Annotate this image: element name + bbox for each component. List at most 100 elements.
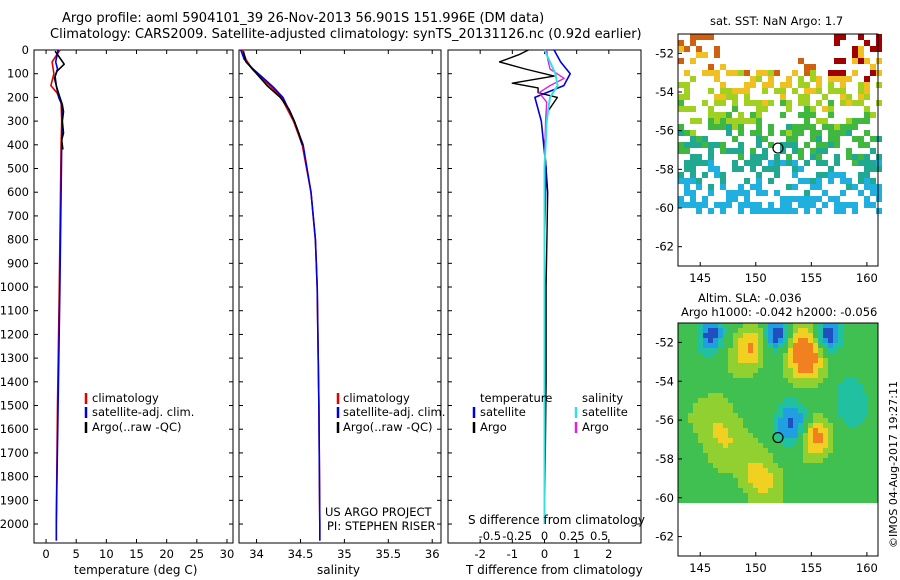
sla-cell [853, 358, 858, 363]
sla-cell [748, 398, 753, 403]
sst-cell [678, 58, 684, 64]
sst-cell [732, 160, 738, 166]
sst-cell [684, 88, 690, 94]
sla-cell [848, 403, 853, 408]
sla-cell [868, 423, 873, 428]
sst-cell [732, 94, 738, 100]
sla-cell [763, 378, 768, 383]
sst-cell [792, 136, 798, 142]
sla-cell [758, 398, 763, 403]
depth-tick-label-19: 1900 [0, 493, 29, 507]
sla-cell [768, 333, 773, 338]
sla-cell [813, 468, 818, 473]
sst-cell [768, 70, 774, 76]
sla-cell [843, 468, 848, 473]
sla-cell [803, 343, 808, 348]
sst-cell [690, 40, 696, 46]
sla-cell [798, 333, 803, 338]
sla-cell [798, 498, 803, 503]
sla-cell [738, 453, 743, 458]
sla-cell [788, 448, 793, 453]
sla-cell [713, 378, 718, 383]
sla-cell [818, 498, 823, 503]
sst-cell [840, 208, 846, 214]
sla-cell [763, 388, 768, 393]
sla-cell [758, 463, 763, 468]
sla-cell [728, 468, 733, 473]
sst-cell [702, 100, 708, 106]
temp-legend-satellite: satellite-adj. clim. [92, 405, 195, 419]
sla-cell [728, 473, 733, 478]
sst-cell [864, 178, 870, 184]
sla-cell [828, 418, 833, 423]
sla-cell [698, 473, 703, 478]
sla-cell [703, 438, 708, 443]
sla-cell [743, 373, 748, 378]
sla-cell [738, 358, 743, 363]
sla-cell [843, 443, 848, 448]
sla-cell [683, 488, 688, 493]
sla-cell [823, 453, 828, 458]
sla-cell [753, 398, 758, 403]
sla-cell [808, 453, 813, 458]
sla-cell [733, 403, 738, 408]
sla-cell [688, 443, 693, 448]
sla-cell [838, 428, 843, 433]
sla-cell [743, 348, 748, 353]
sst-cell [858, 178, 864, 184]
sla-cell [853, 353, 858, 358]
sla-cell [768, 363, 773, 368]
sla-cell [738, 488, 743, 493]
sst-cell [702, 202, 708, 208]
sla-cell [788, 368, 793, 373]
sla-cell [833, 358, 838, 363]
sla-cell [748, 468, 753, 473]
sst-cell [864, 76, 870, 82]
sla-xtick-label-1: 150 [745, 561, 767, 575]
sla-cell [798, 378, 803, 383]
sst-cell [798, 82, 804, 88]
sla-cell [733, 433, 738, 438]
sla-cell [788, 378, 793, 383]
temperature-xlabel: temperature (deg C) [74, 563, 198, 577]
sst-cell [750, 82, 756, 88]
sla-cell [763, 363, 768, 368]
sla-cell [808, 363, 813, 368]
sla-cell [728, 383, 733, 388]
sst-cell [756, 70, 762, 76]
sla-cell [773, 423, 778, 428]
sla-cell [823, 443, 828, 448]
sla-cell [808, 353, 813, 358]
sla-cell [788, 423, 793, 428]
sla-cell [688, 388, 693, 393]
sla-cell [863, 358, 868, 363]
sla-cell [853, 423, 858, 428]
sst-cell [804, 94, 810, 100]
sst-cell [756, 76, 762, 82]
sla-cell [838, 368, 843, 373]
sla-cell [838, 388, 843, 393]
sla-cell [708, 473, 713, 478]
sla-cell [728, 493, 733, 498]
sla-cell [843, 413, 848, 418]
sla-cell [838, 448, 843, 453]
sla-cell [723, 328, 728, 333]
sla-cell [853, 413, 858, 418]
sla-cell [858, 478, 863, 483]
sla-cell [823, 393, 828, 398]
sla-cell [853, 408, 858, 413]
sla-cell [728, 428, 733, 433]
sla-cell [733, 323, 738, 328]
sla-cell [693, 378, 698, 383]
sla-cell [818, 483, 823, 488]
sst-cell [744, 190, 750, 196]
sst-cell [828, 100, 834, 106]
sla-cell [818, 488, 823, 493]
sla-cell [753, 458, 758, 463]
sla-cell [693, 328, 698, 333]
sla-cell [753, 448, 758, 453]
sla-cell [693, 333, 698, 338]
sst-cell [768, 76, 774, 82]
sla-cell [808, 498, 813, 503]
sst-cell [678, 124, 684, 130]
